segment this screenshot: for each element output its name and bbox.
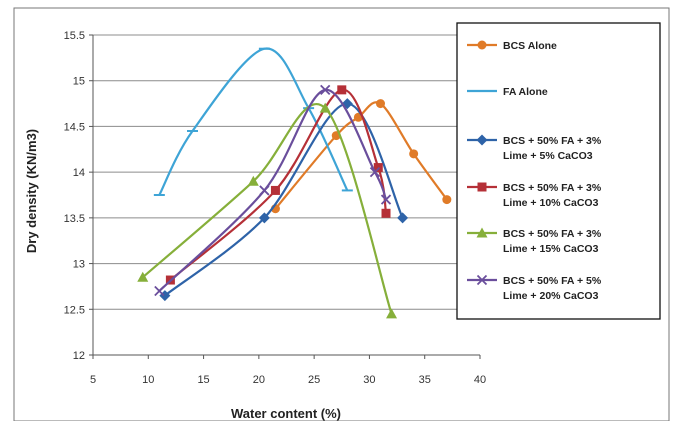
data-point — [320, 84, 331, 95]
series-3 — [159, 98, 409, 302]
legend-swatch-marker — [477, 40, 487, 50]
data-point — [380, 194, 392, 205]
series-layer — [137, 47, 452, 319]
series-line — [142, 103, 393, 315]
x-tick-label: 15 — [197, 374, 209, 386]
data-point — [381, 208, 391, 218]
y-tick-label: 13 — [73, 259, 85, 271]
data-point — [386, 308, 398, 319]
data-point — [247, 175, 259, 186]
legend-label: BCS + 50% FA + 3% Lime + 15% CaCO3 — [503, 228, 602, 255]
legend-label: BCS + 50% FA + 5% Lime + 20% CaCO3 — [503, 275, 602, 302]
legend-entry-1: BCS Alone — [467, 40, 557, 52]
y-axis-title: Dry density (KN/m3) — [24, 129, 39, 253]
legend-swatch-marker — [476, 227, 488, 238]
x-axis-title: Water content (%) — [231, 406, 341, 421]
data-point — [319, 102, 331, 113]
legend-label: FA Alone — [503, 86, 548, 98]
data-point — [259, 185, 270, 196]
legend-swatch-marker — [476, 134, 488, 146]
data-point — [397, 212, 409, 224]
legend-box — [456, 22, 661, 320]
x-tick-label: 20 — [253, 374, 265, 386]
y-tick-label: 14.5 — [64, 121, 85, 133]
x-tick-label: 40 — [474, 374, 486, 386]
data-point — [258, 212, 270, 224]
data-point — [442, 195, 452, 205]
y-tick-label: 15.5 — [64, 30, 85, 42]
x-tick-label: 30 — [363, 374, 375, 386]
data-point — [409, 149, 419, 159]
series-1 — [270, 99, 452, 214]
legend-entry-4: BCS + 50% FA + 3% Lime + 10% CaCO3 — [467, 182, 602, 209]
legend-label: BCS + 50% FA + 3% Lime + 5% CaCO3 — [503, 135, 602, 162]
data-point — [270, 185, 280, 195]
legend: BCS Alone FA Alone BCS + 50% FA + 3% Lime +… — [456, 22, 661, 320]
x-tick-label: 5 — [90, 374, 96, 386]
y-tick-label: 15 — [73, 76, 85, 88]
axes-layer — [89, 34, 481, 359]
legend-entry-2: FA Alone — [467, 86, 548, 98]
x-tick-label: 10 — [142, 374, 154, 386]
data-point — [369, 167, 381, 178]
series-6 — [154, 84, 392, 297]
y-tick-label: 12 — [73, 350, 85, 362]
data-point — [375, 99, 385, 109]
legend-label: BCS Alone — [503, 40, 557, 52]
y-tick-label: 13.5 — [64, 213, 85, 225]
y-tick-label: 12.5 — [64, 304, 85, 316]
y-tick-label: 14 — [73, 167, 85, 179]
legend-entry-3: BCS + 50% FA + 3% Lime + 5% CaCO3 — [467, 134, 602, 162]
legend-entry-5: BCS + 50% FA + 3% Lime + 15% CaCO3 — [467, 227, 602, 255]
data-point — [137, 271, 149, 282]
data-point — [337, 85, 347, 95]
series-line — [164, 102, 404, 297]
x-tick-label: 35 — [419, 374, 431, 386]
data-point — [154, 285, 165, 297]
legend-swatch-marker — [477, 182, 487, 192]
series-5 — [137, 102, 398, 319]
x-tick-label: 25 — [308, 374, 320, 386]
ticks-layer: 12 12.5 13 13.5 14 14.5 15 15.5 5 10 15 20 25 30 35 40 — [64, 30, 487, 386]
legend-swatch-marker — [476, 274, 488, 286]
legend-entry-6: BCS + 50% FA + 5% Lime + 20% CaCO3 — [467, 274, 602, 302]
legend-label: BCS + 50% FA + 3% Lime + 10% CaCO3 — [503, 182, 602, 209]
